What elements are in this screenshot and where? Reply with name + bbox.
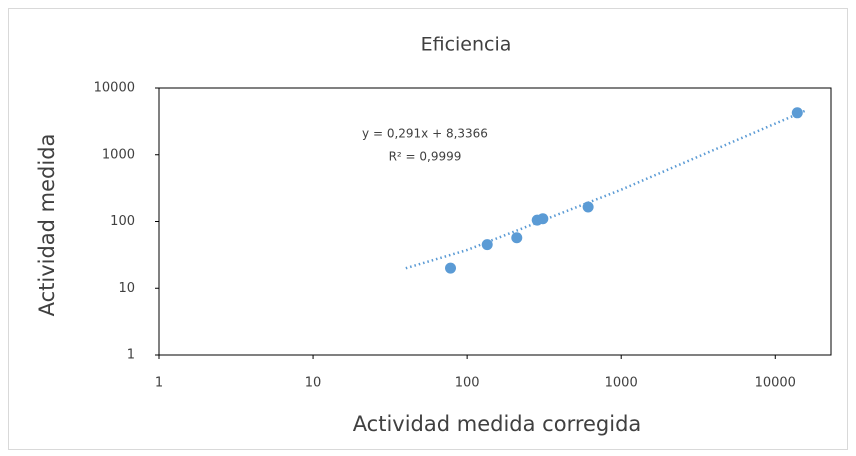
- x-axis-label: Actividad medida corregida: [353, 412, 642, 436]
- x-tick-label: 1: [155, 376, 163, 391]
- point: [582, 201, 594, 213]
- chart-title: Eficiencia: [421, 34, 512, 56]
- x-tick-label: 10: [305, 376, 322, 391]
- x-tick-label: 100: [455, 376, 480, 391]
- point: [481, 239, 493, 251]
- point: [537, 213, 549, 225]
- y-axis-label: Actividad medida: [35, 134, 59, 317]
- equation: y = 0,291x + 8,3366: [362, 127, 488, 141]
- y-tick-label: 100: [110, 214, 135, 229]
- point: [791, 107, 803, 119]
- y-tick-label: 10000: [94, 81, 135, 96]
- x-tick-label: 1000: [605, 376, 638, 391]
- point: [445, 262, 457, 274]
- point: [511, 232, 523, 244]
- r-squared: R² = 0,9999: [389, 150, 462, 164]
- chart-frame: [8, 8, 848, 450]
- y-tick-label: 10: [118, 281, 135, 296]
- y-tick-label: 1: [127, 348, 135, 363]
- y-tick-label: 1000: [102, 147, 135, 162]
- x-tick-label: 10000: [755, 376, 796, 391]
- trendline: [405, 108, 808, 270]
